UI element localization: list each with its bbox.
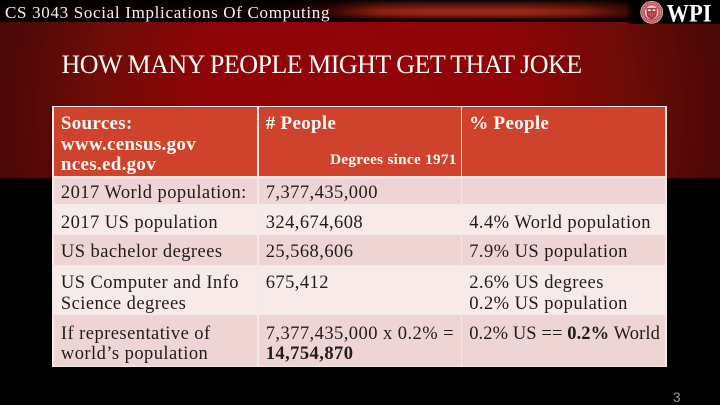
svg-text:WPI: WPI [667, 1, 712, 28]
